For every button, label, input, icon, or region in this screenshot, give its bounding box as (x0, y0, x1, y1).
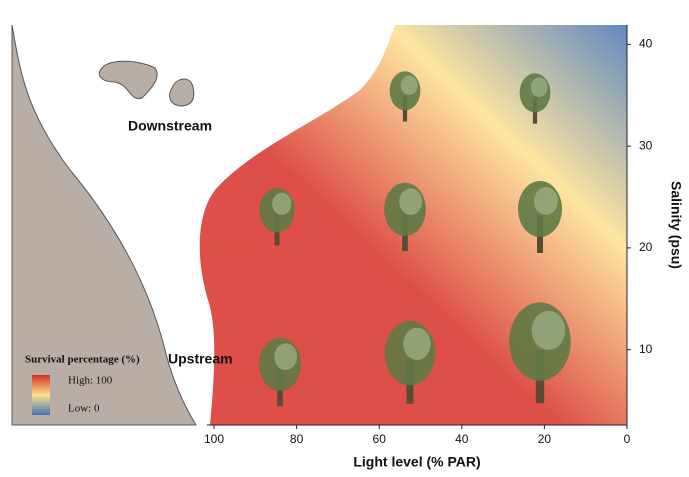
x-tick-label: 80 (290, 432, 304, 446)
tree-canopy-light (403, 327, 431, 360)
x-tick-label: 20 (538, 432, 552, 446)
tree (389, 71, 421, 122)
tree-canopy-light (531, 310, 566, 350)
annotation: Downstream (128, 118, 212, 134)
x-tick-label: 0 (624, 432, 631, 446)
tree-canopy-light (534, 187, 558, 215)
tree (518, 181, 562, 253)
land (11, 24, 197, 426)
tree-canopy-light (399, 188, 423, 215)
annotation: Upstream (168, 351, 233, 367)
y-tick-label: 40 (639, 37, 653, 51)
y-tick-label: 30 (639, 138, 653, 152)
tree-canopy-light (274, 343, 298, 370)
tree-canopy-light (530, 77, 548, 97)
y-tick-label: 10 (639, 342, 653, 356)
legend-title: Survival percentage (%) (25, 354, 140, 366)
tree-canopy-light (400, 75, 418, 95)
tree (519, 73, 551, 124)
y-tick-label: 20 (639, 240, 653, 254)
x-tick-label: 40 (455, 432, 469, 446)
legend-colorbar (32, 375, 50, 415)
tree-canopy-light (272, 192, 292, 215)
legend-low: Low: 0 (68, 403, 100, 415)
island (169, 78, 195, 107)
x-tick-label: 100 (204, 432, 224, 446)
island (98, 60, 158, 100)
tree (384, 320, 436, 404)
tree (259, 337, 301, 407)
x-axis-title: Light level (% PAR) (353, 454, 480, 470)
legend-high: High: 100 (68, 375, 113, 387)
tree (509, 302, 571, 404)
x-tick-label: 60 (373, 432, 387, 446)
tree (259, 187, 295, 246)
tree (384, 182, 426, 252)
y-axis-title: Salinity (psu) (668, 181, 684, 269)
